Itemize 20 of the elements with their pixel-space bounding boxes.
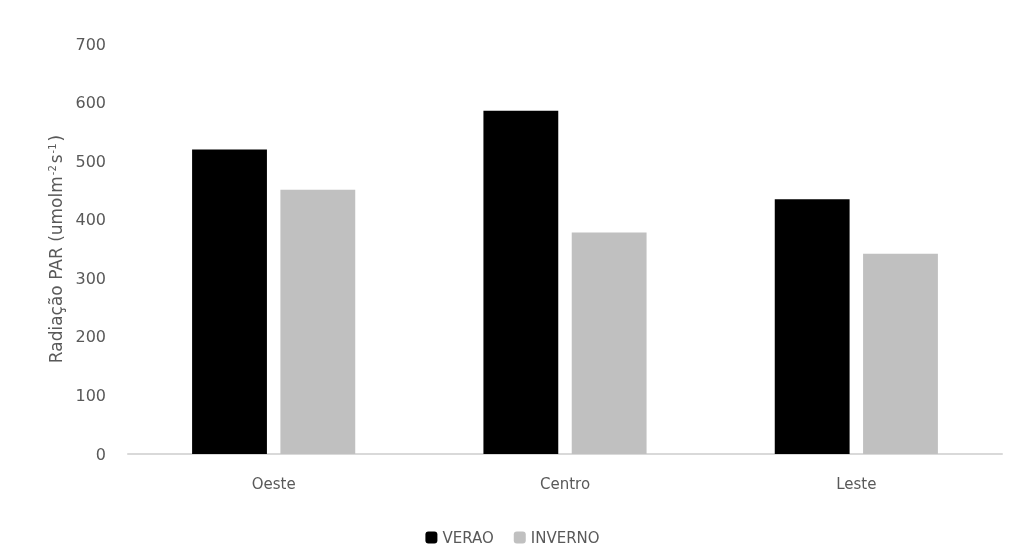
- x-tick-label: Oeste: [251, 474, 296, 493]
- y-tick-label: 100: [75, 385, 106, 405]
- bar: [774, 199, 850, 454]
- y-axis-title: Radiação PAR (umolm-2s-1): [46, 134, 67, 364]
- y-tick-label: 0: [95, 444, 106, 464]
- bar: [483, 110, 559, 454]
- bar: [863, 253, 938, 454]
- bar: [571, 232, 647, 454]
- x-tick-label: Leste: [836, 474, 877, 493]
- y-tick-label: 200: [75, 327, 106, 347]
- y-tick-label: 300: [75, 268, 106, 288]
- y-tick-label: 600: [75, 93, 106, 113]
- y-tick-label: 500: [75, 151, 106, 171]
- x-tick-label: Centro: [539, 474, 591, 493]
- bar: [192, 149, 267, 454]
- legend-label: INVERNO: [530, 528, 600, 547]
- y-tick-label: 400: [75, 210, 106, 230]
- legend-label: VERAO: [442, 528, 494, 547]
- y-tick-label: 700: [75, 34, 106, 54]
- bar: [280, 189, 356, 454]
